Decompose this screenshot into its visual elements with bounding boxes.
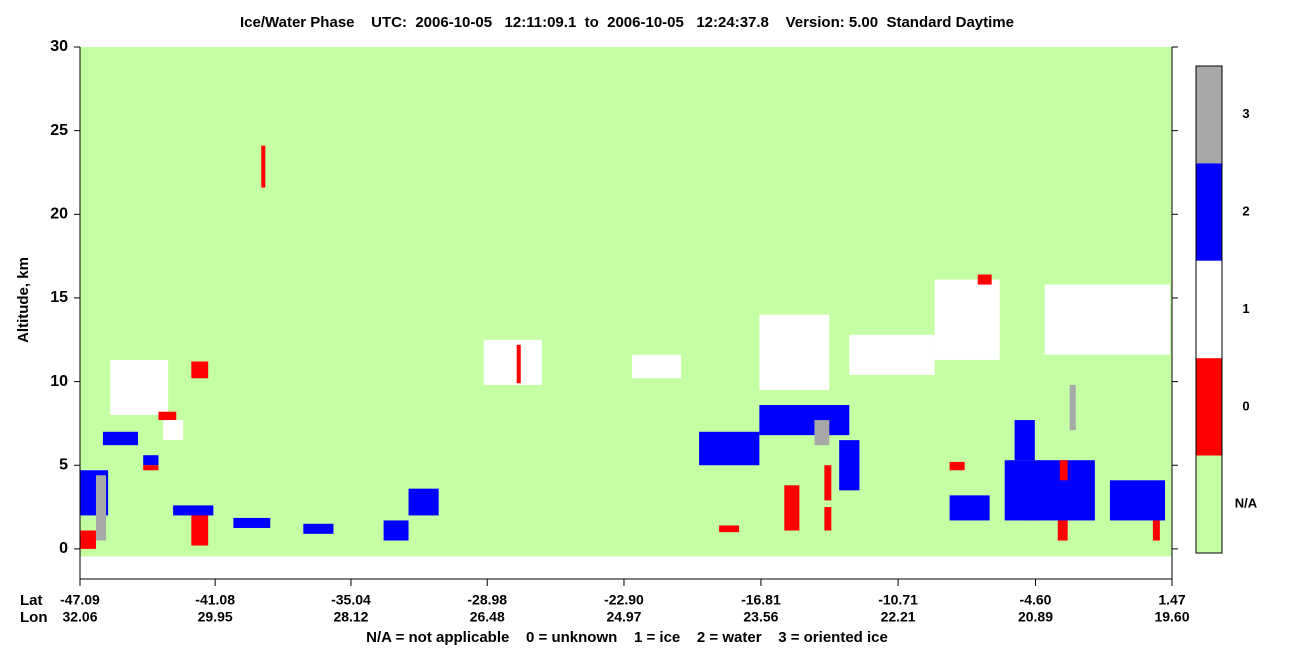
colorbar-label: 0: [1242, 398, 1249, 413]
colorbar-segment: [1196, 260, 1222, 359]
y-tick-label: 20: [50, 206, 68, 223]
lat-label: Lat: [20, 592, 43, 609]
lon-tick-label: 19.60: [1154, 609, 1189, 625]
phase-patch: [143, 455, 159, 466]
phase-patch: [483, 339, 542, 385]
phase-patch: [632, 354, 682, 379]
phase-patch: [949, 461, 965, 471]
x-tick-label: -4.60: [1020, 592, 1052, 608]
phase-patch: [699, 431, 760, 466]
phase-patch: [233, 517, 271, 528]
lon-tick-label: 29.95: [198, 609, 233, 625]
lon-tick-label: 20.89: [1018, 609, 1053, 625]
x-tick-label: -16.81: [741, 592, 781, 608]
phase-patch: [163, 420, 184, 441]
phase-patch: [102, 431, 139, 446]
phase-patch: [759, 405, 850, 436]
footnote: N/A = not applicable 0 = unknown 1 = ice…: [366, 629, 888, 646]
phase-patch: [719, 525, 740, 533]
colorbar-label: 1: [1242, 301, 1249, 316]
phase-patch: [80, 530, 96, 549]
phase-patch: [977, 274, 992, 285]
colorbar-segment: [1196, 358, 1222, 456]
phase-patch: [1152, 515, 1160, 541]
x-tick-label: -28.98: [467, 592, 507, 608]
phase-patch: [784, 485, 800, 531]
phase-patch: [516, 344, 521, 384]
y-tick-label: 25: [50, 122, 68, 139]
colorbar-segment: [1196, 163, 1222, 261]
phase-patch: [383, 520, 409, 541]
lon-tick-label: 26.48: [470, 609, 505, 625]
y-tick-label: 30: [50, 38, 68, 55]
y-tick-label: 10: [50, 373, 68, 390]
phase-patch: [1057, 512, 1068, 541]
colorbar-label: 3: [1242, 106, 1249, 121]
phase-patch: [934, 279, 1000, 360]
colorbar-segment: [1196, 455, 1222, 553]
phase-patch: [408, 488, 439, 516]
x-tick-label: -41.08: [195, 592, 235, 608]
phase-patch: [839, 440, 860, 491]
y-tick-label: 0: [59, 540, 68, 557]
phase-patch: [949, 495, 990, 521]
lon-tick-label: 24.97: [606, 609, 641, 625]
y-tick-label: 5: [59, 456, 68, 473]
colorbar-segment: [1196, 66, 1222, 164]
phase-patch: [849, 334, 935, 375]
lon-tick-label: 32.06: [62, 609, 97, 625]
chart-title: Ice/Water Phase UTC: 2006-10-05 12:11:09…: [240, 14, 1014, 31]
y-tick-label: 15: [50, 289, 68, 306]
phase-patch: [158, 411, 177, 421]
x-tick-label: -35.04: [331, 592, 371, 608]
phase-patch: [261, 145, 266, 188]
phase-patch: [95, 475, 107, 541]
phase-patch: [1059, 460, 1068, 481]
phase-patch: [824, 507, 832, 531]
phase-patch: [173, 505, 214, 516]
phase-patch: [110, 359, 169, 416]
phase-patch: [1004, 460, 1095, 521]
lon-label: Lon: [20, 609, 48, 626]
phase-patch: [814, 420, 830, 446]
phase-patch: [1069, 384, 1076, 431]
x-tick-label: -10.71: [878, 592, 918, 608]
x-tick-label: 1.47: [1158, 592, 1185, 608]
phase-patch: [303, 523, 334, 534]
phase-patch: [1109, 480, 1166, 521]
phase-patch: [759, 314, 830, 390]
lon-tick-label: 28.12: [333, 609, 368, 625]
phase-patch: [191, 512, 209, 546]
colorbar-frame: [1195, 65, 1223, 554]
lon-tick-label: 23.56: [743, 609, 778, 625]
phase-patch: [191, 361, 209, 379]
phase-patch: [1014, 420, 1035, 461]
lon-tick-label: 22.21: [881, 609, 916, 625]
phase-patch: [143, 465, 159, 471]
colorbar-label: 2: [1242, 204, 1249, 219]
phase-patch: [824, 465, 832, 501]
colorbar-label: N/A: [1235, 496, 1258, 511]
x-tick-label: -22.90: [604, 592, 644, 608]
x-tick-label: -47.09: [60, 592, 100, 608]
phase-patch: [1044, 284, 1170, 355]
y-axis-label: Altitude, km: [15, 257, 32, 343]
